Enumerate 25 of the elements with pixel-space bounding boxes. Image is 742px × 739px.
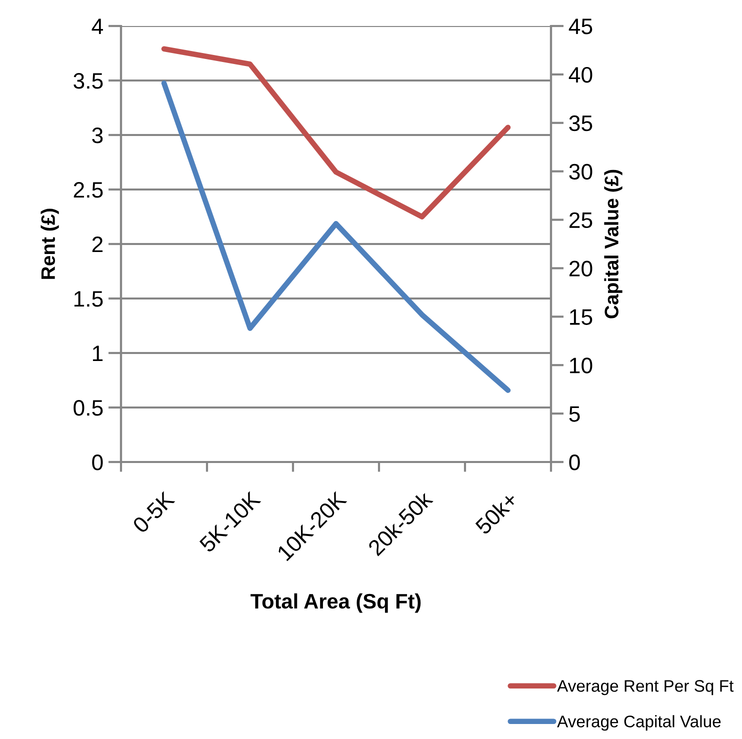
y-tick-label: 2 (92, 236, 103, 252)
y2-tick-label: 0 (569, 454, 580, 470)
x-tick-label: 50k+ (474, 490, 519, 536)
y-tick-label: 0.5 (74, 400, 103, 416)
y2-tick-label: 25 (569, 212, 592, 228)
legend-label: Average Rent Per Sq Ft (557, 680, 734, 696)
x-axis-title: Total Area (Sq Ft) (250, 593, 421, 613)
y2-tick-label: 20 (569, 260, 592, 276)
legend-label: Average Capital Value (557, 715, 721, 731)
y-axis-title: Rent (£) (40, 208, 59, 279)
y-tick-label: 0 (92, 454, 103, 470)
y-tick-label: 2.5 (74, 182, 103, 198)
y2-axis-title: Capital Value (£) (604, 170, 622, 318)
y-tick-label: 3.5 (74, 73, 103, 89)
y2-tick-label: 30 (569, 164, 592, 180)
y-tick-label: 1 (92, 346, 103, 362)
y2-tick-label: 45 (568, 18, 592, 34)
y-tick-label: 3 (92, 128, 103, 144)
y2-tick-label: 10 (570, 358, 592, 374)
y2-tick-label: 5 (569, 406, 580, 422)
y2-tick-label: 35 (569, 115, 592, 132)
y2-tick-label: 40 (568, 66, 592, 83)
y-tick-label: 4 (92, 18, 103, 34)
y-tick-label: 1.5 (74, 291, 103, 307)
y2-tick-label: 15 (570, 309, 592, 325)
